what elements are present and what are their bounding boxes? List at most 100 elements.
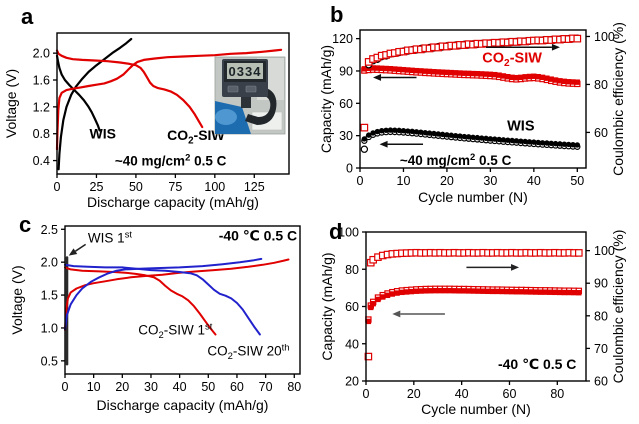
gauge-photo-inset: 0334: [214, 56, 286, 135]
a-ylabel: Voltage (V): [3, 69, 19, 138]
b-xtick-0: 0: [357, 174, 364, 188]
d-rtick-60: 60: [594, 375, 608, 389]
c-xtick-30: 30: [144, 380, 158, 394]
panel-b: b 0 10 20 30 40 50 0 30 60 90 120 60 80 100 Coulombic …: [320, 0, 639, 212]
b-series-wis-discharge-capacity: [361, 127, 581, 148]
d-ytick-100: 100: [338, 226, 359, 240]
b-xtick-20: 20: [440, 174, 454, 188]
a-series-group: [55, 37, 283, 171]
c-xtick-50: 50: [201, 380, 215, 394]
c-series-co2-siw-20th-charge: [64, 257, 263, 331]
c-series-co2-siw-20th-discharge: [64, 263, 261, 336]
c-ytick-0.5: 0.5: [41, 354, 58, 368]
gauge-button-right: [245, 85, 257, 93]
d-arrow-0: [392, 310, 445, 318]
b-right-axis-label: Coulombic efficiency (%): [610, 22, 626, 176]
c-ytick-1.5: 1.5: [41, 289, 58, 303]
c-annotation-3: CO2-SIW 20th: [207, 343, 289, 363]
a-ytick-0.4: 0.4: [33, 154, 50, 168]
a-ytick-0.8: 0.8: [33, 127, 50, 141]
c-xlabel: Discharge capacity (mAh/g): [97, 397, 269, 413]
panel-a: a 0 25 50 75 100 125 0.4 0.8 1.2 1.6 2.0 Discharge …: [0, 0, 320, 212]
d-plot-frame: [365, 231, 587, 382]
d-right-axis-label: Coulombic efficiency (%): [610, 230, 626, 384]
c-xtick-40: 40: [173, 380, 187, 394]
d-xtick-20: 20: [407, 387, 421, 401]
a-ytick-1.6: 1.6: [33, 74, 50, 88]
a-annotation-0: WIS: [90, 125, 116, 141]
a-xtick-0: 0: [54, 180, 61, 194]
d-rtick-90: 90: [594, 277, 608, 291]
c-ylabel: Voltage (V): [9, 265, 25, 334]
gauge-button-left: [227, 85, 239, 93]
b-series-group: [360, 34, 582, 153]
c-ytick-2.5: 2.5: [41, 223, 58, 237]
gauge-lcd-reading: 0334: [229, 64, 262, 79]
c-annotation-1: -40 ℃ 0.5 C: [219, 227, 297, 243]
c-axes: 0 10 20 30 40 50 60 70 80 0.5 1.0 1.5 2.0 2.5 Discharg…: [9, 223, 301, 413]
a-xtick-125: 125: [244, 180, 265, 194]
c-xtick-0: 0: [62, 380, 69, 394]
panel-a-letter: a: [21, 4, 34, 29]
a-xtick-50: 50: [129, 180, 143, 194]
b-ytick-60: 60: [339, 97, 353, 111]
d-axes: 0 20 40 60 802040608010060708090100Coulombic…: [320, 226, 626, 418]
c-xtick-60: 60: [230, 380, 244, 394]
d-rtick-80: 80: [594, 309, 608, 323]
d-xlabel: Cycle number (N): [421, 401, 531, 417]
b-ytick-120: 120: [332, 32, 353, 46]
b-xtick-40: 40: [527, 174, 541, 188]
b-xtick-30: 30: [483, 174, 497, 188]
panel-c-chart: 0 10 20 30 40 50 60 70 80 0.5 1.0 1.5 2.0 2.5 Discharg…: [9, 223, 301, 413]
a-ytick-2.0: 2.0: [33, 47, 50, 61]
a-axes: 0 25 50 75 100 125 0.4 0.8 1.2 1.6 2.0 Discharge ca…: [3, 47, 265, 210]
c-xtick-20: 20: [115, 380, 129, 394]
panel-c: c 0 10 20 30 40 50 60 70 80 0.5 1.0 1.5 2.0 2.5 Discha…: [0, 212, 320, 424]
a-series-co2-siw-charge: [55, 48, 283, 151]
d-annotation-0: -40 ℃ 0.5 C: [498, 356, 576, 372]
panel-d-chart: 0 20 40 60 802040608010060708090100Coulombic…: [320, 226, 626, 418]
d-xtick-80: 80: [550, 387, 564, 401]
c-ytick-1.0: 1.0: [41, 321, 58, 335]
b-ytick-0: 0: [346, 162, 353, 176]
b-xtick-10: 10: [397, 174, 411, 188]
a-series-co2-siw-discharge: [55, 49, 204, 129]
a-xtick-100: 100: [204, 180, 225, 194]
b-ytick-90: 90: [339, 64, 353, 78]
d-series-group: [364, 248, 583, 361]
d-ytick-40: 40: [345, 337, 359, 351]
d-series-co2-siw-discharge-capacity-40c: [365, 287, 582, 325]
gauge-lcd-screen: [227, 63, 263, 79]
panel-a-chart: 0 25 50 75 100 125 0.4 0.8 1.2 1.6 2.0 Discharge ca…: [3, 32, 290, 210]
b-rtick-100: 100: [594, 30, 615, 44]
a-xtick-25: 25: [90, 180, 104, 194]
b-series-co2-siw-discharge-capacity: [361, 65, 581, 85]
d-ytick-80: 80: [345, 263, 359, 277]
a-annotation-2: ~40 mg/cm2 0.5 C: [115, 152, 227, 168]
c-xtick-70: 70: [259, 380, 273, 394]
b-arrow-0: [373, 74, 417, 81]
a-xtick-75: 75: [168, 180, 182, 194]
b-arrow-1: [379, 140, 424, 148]
b-annotation-2: ~40 mg/cm2 0.5 C: [400, 152, 512, 168]
c-xtick-80: 80: [287, 380, 301, 394]
d-ytick-20: 20: [345, 375, 359, 389]
a-plot-frame: [56, 32, 290, 175]
c-arrow-0: [68, 243, 87, 256]
a-ytick-1.2: 1.2: [33, 100, 50, 114]
b-annotation-1: WIS: [507, 118, 535, 134]
c-series-group: [64, 256, 290, 366]
d-xtick-40: 40: [455, 387, 469, 401]
b-series-co2-siw-coulombic-efficiency: [360, 34, 582, 132]
c-xtick-10: 10: [87, 380, 101, 394]
c-ytick-2.0: 2.0: [41, 256, 58, 270]
a-series-wis-charge: [57, 37, 133, 171]
b-plot-frame: [359, 29, 587, 169]
d-ylabel: Capacity (mAh/g): [320, 252, 335, 360]
b-xlabel: Cycle number (N): [418, 189, 528, 205]
b-arrow-2: [486, 43, 560, 51]
b-rtick-80: 80: [594, 78, 608, 92]
d-xtick-0: 0: [363, 387, 370, 401]
